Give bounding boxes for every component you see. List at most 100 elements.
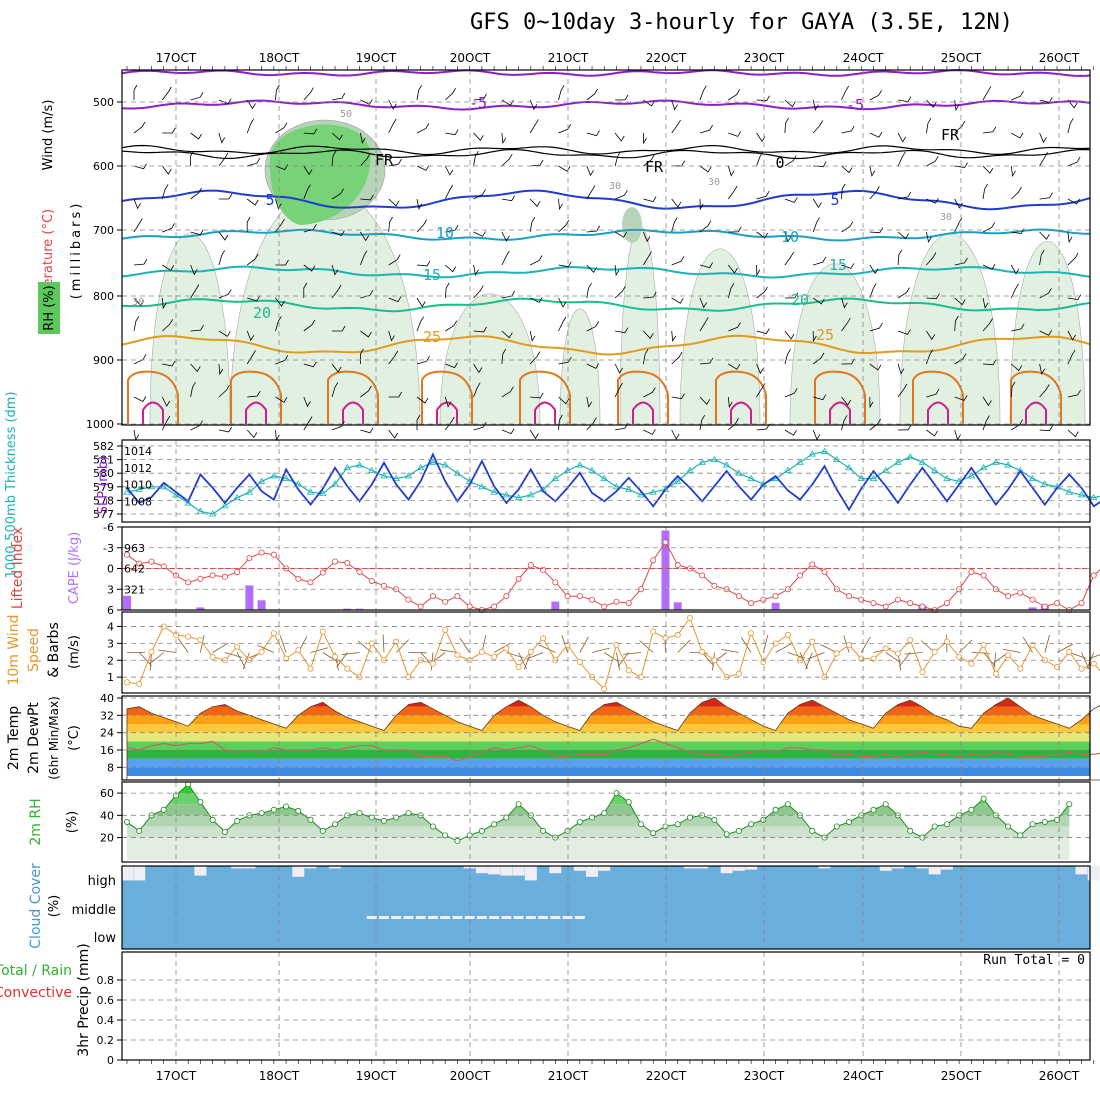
wind-barb	[303, 264, 316, 272]
wind-barb	[360, 153, 371, 167]
wind-barb	[869, 131, 883, 138]
temp-band	[127, 750, 1090, 759]
wind-barb	[699, 317, 709, 332]
rh-marker	[332, 821, 339, 828]
thickness-marker	[282, 474, 290, 482]
y-tick-label: 8	[107, 761, 114, 774]
thickness-marker	[196, 507, 205, 514]
wind-barb	[133, 429, 140, 441]
middle-cloud-gap	[440, 916, 451, 919]
wind-barb	[812, 352, 825, 365]
lifted-index-marker	[589, 596, 596, 603]
lifted-index-marker	[209, 572, 216, 579]
thickness-marker	[514, 493, 523, 501]
rh-marker	[576, 819, 583, 826]
x-tick-label-bottom: 19OCT	[356, 1069, 397, 1083]
thickness-marker	[416, 463, 425, 471]
wind-barb	[1011, 90, 1024, 101]
middle-cloud-gap	[550, 916, 561, 919]
wind-barb	[982, 318, 993, 332]
y-axis-label-lifted-index: Lifted Index	[10, 527, 26, 609]
wind-barb	[614, 382, 623, 398]
wind-barb	[728, 417, 739, 431]
contour-label: FR	[941, 126, 960, 144]
thickness-marker	[527, 491, 535, 498]
wind-barb	[897, 363, 905, 375]
wind-barb	[303, 184, 311, 200]
contour-label: 5	[265, 191, 274, 209]
lifted-index-marker	[258, 549, 265, 556]
thickness-marker	[600, 474, 608, 482]
lifted-index-marker	[809, 561, 816, 568]
wind-barb	[388, 296, 402, 303]
y-tick-label: 581	[93, 454, 114, 467]
thickness-marker	[429, 458, 437, 465]
wind-barb	[493, 643, 510, 653]
rh-marker	[1041, 819, 1048, 826]
wind-barb	[473, 363, 483, 374]
y-tick-label-right: 1014	[124, 445, 152, 458]
rh-marker	[674, 821, 681, 828]
y-axis-label-units: (%)	[65, 811, 80, 834]
lifted-index-marker	[344, 559, 351, 566]
middle-cloud-gap	[403, 916, 414, 919]
wind-barb	[388, 118, 397, 134]
wind-barb	[303, 165, 313, 176]
wind-speed-marker	[136, 680, 143, 687]
wind-barb	[727, 185, 738, 200]
cape-bar	[245, 585, 254, 610]
lifted-index-marker	[870, 600, 877, 607]
middle-cloud-gap	[452, 916, 463, 919]
isotherm-15	[121, 265, 1091, 279]
wind-barb	[615, 327, 629, 334]
wind-barb	[897, 151, 906, 167]
wind-barb	[699, 165, 712, 173]
thickness-marker	[404, 472, 413, 479]
wind-barb	[133, 198, 141, 210]
wind-barb	[360, 427, 374, 434]
wind-barb	[275, 84, 280, 101]
lifted-index-marker	[356, 568, 363, 575]
wind-speed-marker	[270, 630, 277, 637]
rh-50-area	[622, 207, 642, 243]
cape-bar	[661, 530, 670, 610]
wind-barb	[1011, 323, 1025, 332]
wind-barb	[926, 252, 937, 266]
wind-barb	[841, 358, 855, 365]
wind-barb	[501, 386, 514, 398]
thickness-marker	[257, 477, 266, 484]
wind-barb	[954, 353, 967, 365]
wind-barb	[993, 652, 997, 671]
rh-marker	[368, 814, 375, 821]
isotherm-10	[121, 228, 1090, 242]
thickness-marker	[355, 461, 364, 468]
wind-barb	[586, 165, 594, 177]
wind-barb	[1039, 249, 1045, 266]
high-cloud-gap	[940, 866, 953, 870]
wind-barb	[841, 165, 853, 174]
thickness-marker	[208, 510, 217, 517]
y-tick-label: 577	[93, 508, 114, 521]
wind-barb	[671, 217, 678, 233]
y-tick-label: 60	[100, 787, 114, 800]
rh-marker	[540, 827, 547, 834]
wind-barb	[416, 198, 423, 210]
y-tick-label: 0.6	[97, 994, 115, 1007]
wind-barb	[416, 396, 429, 404]
wind-barb	[869, 363, 882, 371]
y-axis-label-slp: SLP (mb)	[96, 456, 111, 515]
thickness-marker	[453, 469, 462, 476]
thickness-marker	[637, 491, 645, 498]
wind-speed-marker	[1066, 648, 1073, 655]
lifted-index-marker	[515, 575, 522, 582]
y-axis-label-speed: Speed	[26, 628, 42, 672]
wind-barb	[275, 218, 285, 233]
wind-speed-marker	[307, 665, 314, 672]
high-cloud-gap	[243, 866, 256, 869]
wind-barb	[784, 292, 799, 299]
wind-barb	[190, 381, 196, 398]
rh-marker	[943, 821, 950, 828]
thickness-marker	[882, 466, 890, 473]
lifted-index-marker	[124, 551, 131, 558]
wind-barb	[954, 120, 966, 134]
